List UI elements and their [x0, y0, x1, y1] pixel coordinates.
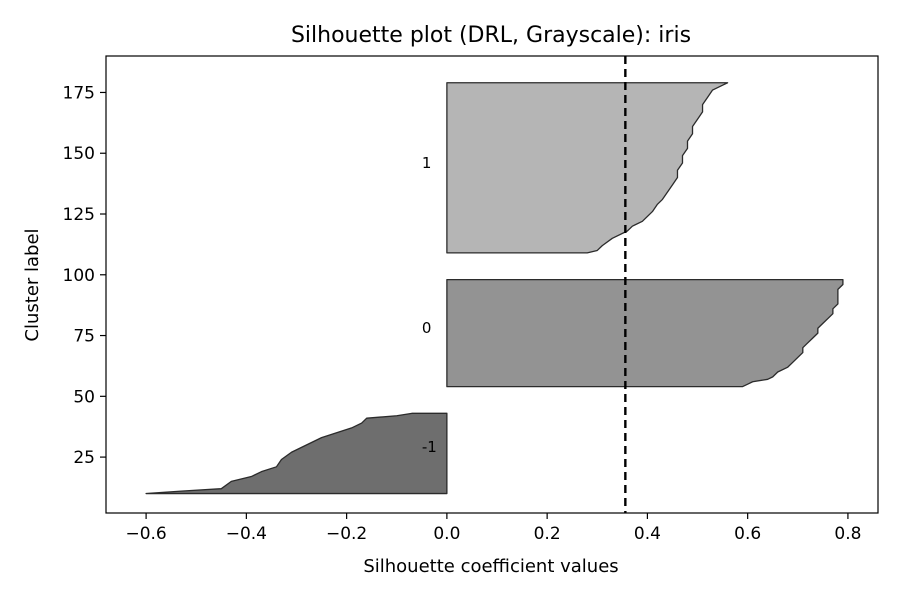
y-tick-label-6: 175: [63, 83, 95, 103]
cluster-label-1: 0: [422, 319, 432, 337]
x-tick-label-6: 0.6: [734, 524, 761, 544]
cluster-area-0: [145, 412, 448, 495]
plot-frame: [105, 55, 879, 514]
y-axis-label: Cluster label: [22, 228, 43, 341]
x-axis-label: Silhouette coefficient values: [363, 556, 618, 577]
x-tick-label-3: 0.0: [433, 524, 460, 544]
y-tick-label-0: 25: [73, 448, 95, 468]
cluster-area-1: [446, 278, 844, 388]
x-tick-label-7: 0.8: [834, 524, 861, 544]
cluster-label-2: 1: [422, 154, 432, 172]
x-tick-label-0: −0.6: [125, 524, 166, 544]
x-tick-label-4: 0.2: [534, 524, 561, 544]
y-tick-label-2: 75: [73, 327, 95, 347]
cluster-area-2: [446, 82, 729, 254]
x-tick-label-5: 0.4: [634, 524, 661, 544]
y-tick-label-3: 100: [63, 266, 95, 286]
x-tick-label-2: −0.2: [326, 524, 367, 544]
y-tick-label-1: 50: [73, 387, 95, 407]
y-tick-label-5: 150: [63, 144, 95, 164]
plot-area: -1 0 1 −0.6 −0.4 −0.2 0.0 0.2 0.4 0.6 0.8 25 50 75 100…: [63, 55, 879, 544]
cluster-label-0: -1: [422, 438, 437, 456]
x-tick-label-1: −0.4: [226, 524, 267, 544]
y-tick-label-4: 125: [63, 205, 95, 225]
chart-title: Silhouette plot (DRL, Grayscale): iris: [291, 23, 691, 48]
